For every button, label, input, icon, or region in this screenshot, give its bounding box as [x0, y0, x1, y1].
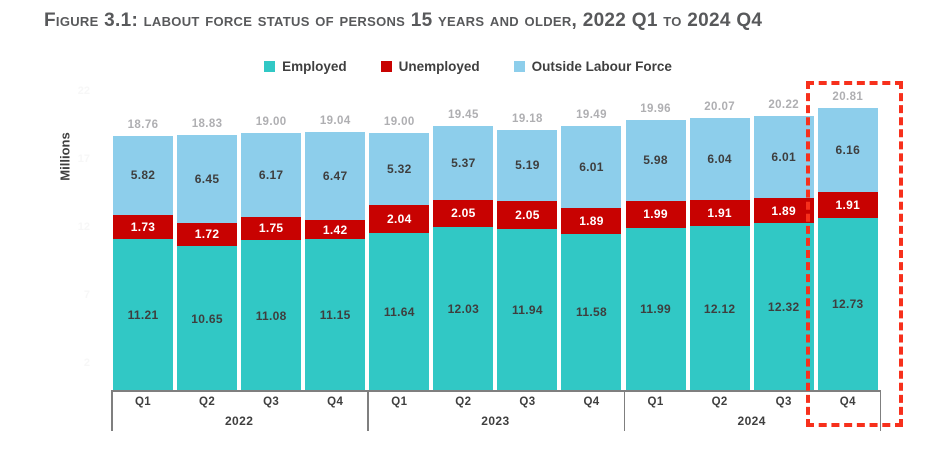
bar-segment-employed: 10.65	[177, 246, 238, 391]
bar-total-label: 20.07	[704, 101, 736, 114]
legend-item-employed: Employed	[264, 59, 347, 74]
bar-total-label: 18.76	[127, 118, 159, 131]
bar-segment-employed: 11.21	[113, 238, 173, 391]
figure-title: Figure 3.1: labout force status of perso…	[44, 10, 763, 31]
x-axis-quarter-label: Q1	[134, 396, 152, 408]
x-axis-year-label: 2024	[737, 414, 766, 428]
legend-swatch-icon	[264, 61, 276, 72]
bar-total-label: 19.04	[319, 115, 351, 128]
x-axis-quarter-label: Q1	[647, 396, 664, 408]
bar-segment-outside-labour-force: 6.17	[241, 132, 302, 217]
bar-segment-outside-labour-force: 6.01	[561, 126, 622, 208]
x-axis-quarter-label: Q4	[839, 396, 856, 408]
bar-segment-unemployed: 1.91	[817, 191, 878, 218]
bar-total-label: 20.22	[768, 99, 800, 111]
highlight-box-2024-q4	[806, 81, 903, 427]
bar-segment-unemployed: 2.05	[433, 199, 494, 228]
legend-label: Outside Labour Force	[531, 59, 672, 74]
x-axis-quarter-label: Q4	[327, 396, 344, 408]
y-axis-tick: 7	[83, 288, 90, 301]
x-axis-quarter-label: Q3	[519, 396, 536, 408]
legend-label: Unemployed	[398, 59, 480, 74]
bar-total-label: 19.00	[383, 115, 415, 128]
year-divider-line	[111, 390, 113, 431]
bar-segment-outside-labour-force: 5.32	[369, 132, 430, 205]
bar-segment-unemployed: 1.72	[177, 222, 238, 247]
year-divider-line	[367, 390, 369, 431]
bar-segment-unemployed: 2.05	[497, 200, 558, 229]
bar-segment-outside-labour-force: 5.98	[625, 119, 686, 201]
year-divider-line	[879, 390, 882, 431]
bar-segment-employed: 11.64	[369, 232, 430, 391]
bar-segment-outside-labour-force: 6.01	[753, 116, 814, 198]
bar-segment-outside-labour-force: 6.04	[689, 118, 750, 201]
year-divider-line	[623, 390, 626, 431]
bar-segment-employed: 11.08	[241, 240, 302, 391]
x-axis-quarter-label: Q4	[583, 396, 600, 408]
x-axis-line	[111, 390, 882, 392]
bar-total-label: 19.49	[576, 109, 607, 122]
bar-segment-employed: 11.15	[305, 239, 366, 391]
bar-segment-outside-labour-force: 5.82	[113, 135, 173, 215]
x-axis-quarter-label: Q2	[711, 396, 728, 408]
bar-segment-employed: 12.03	[433, 227, 494, 391]
legend-swatch-icon	[380, 61, 392, 72]
chart-legend: Employed Unemployed Outside Labour Force	[0, 59, 936, 74]
x-axis-quarter-label: Q3	[775, 396, 792, 408]
bar-total-label: 19.00	[255, 115, 287, 128]
bar-total-label: 19.45	[447, 109, 479, 122]
bar-segment-unemployed: 1.73	[113, 215, 173, 239]
bar-segment-employed: 11.99	[625, 227, 686, 391]
bar-segment-unemployed: 2.04	[369, 204, 430, 233]
y-axis-tick: 17	[77, 152, 90, 165]
bar-total-label: 19.96	[640, 102, 671, 115]
bar-segment-employed: 12.12	[689, 226, 750, 391]
bar-segment-unemployed: 1.75	[241, 216, 302, 241]
legend-item-unemployed: Unemployed	[380, 59, 480, 74]
x-axis-quarter-label: Q2	[199, 396, 216, 408]
y-axis-tick: 12	[77, 220, 90, 233]
bar-segment-unemployed: 1.42	[305, 220, 366, 240]
bar-segment-unemployed: 1.89	[753, 197, 814, 224]
bar-segment-outside-labour-force: 6.45	[177, 135, 238, 223]
y-axis-tick: 2	[83, 356, 90, 369]
legend-label: Employed	[282, 59, 347, 74]
bar-segment-unemployed: 1.89	[561, 207, 622, 234]
bar-segment-employed: 11.58	[561, 233, 622, 391]
x-axis-year-label: 2022	[224, 414, 254, 428]
bar-segment-outside-labour-force: 6.47	[305, 132, 366, 221]
y-axis-tick: 22	[77, 84, 90, 97]
x-axis-quarter-label: Q1	[391, 396, 408, 408]
bar-segment-employed: 11.94	[497, 228, 558, 391]
bar-total-label: 20.81	[832, 91, 864, 104]
bar-segment-outside-labour-force: 5.19	[497, 130, 558, 201]
bar-segment-unemployed: 1.91	[689, 200, 750, 227]
bar-total-label: 19.18	[512, 113, 543, 126]
bar-segment-employed: 12.32	[753, 223, 814, 391]
legend-item-outside-labour-force: Outside Labour Force	[513, 59, 672, 74]
bar-segment-outside-labour-force: 6.16	[817, 108, 878, 192]
x-axis-year-label: 2023	[481, 414, 510, 428]
x-axis-quarter-label: Q3	[263, 396, 280, 408]
bar-total-label: 18.83	[191, 118, 223, 131]
x-axis-quarter-label: Q2	[455, 396, 472, 408]
bar-segment-unemployed: 1.99	[625, 200, 686, 228]
bar-segment-employed: 12.73	[817, 217, 878, 391]
legend-swatch-icon	[513, 61, 525, 72]
bar-segment-outside-labour-force: 5.37	[433, 126, 494, 200]
